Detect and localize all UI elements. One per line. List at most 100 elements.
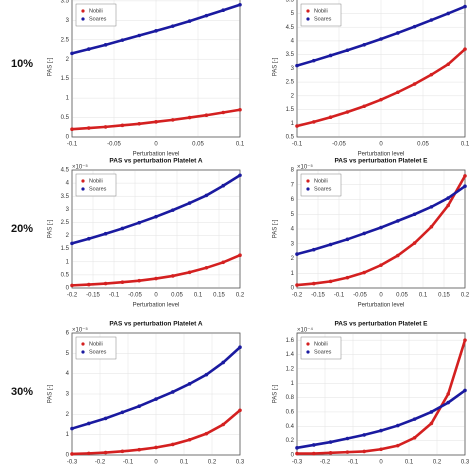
- data-point: [295, 446, 299, 450]
- x-tick-label: 0: [154, 142, 158, 148]
- data-point: [362, 104, 367, 109]
- data-point: [345, 275, 350, 280]
- y-tick-label: 1: [291, 121, 295, 127]
- plot-frame: [71, 0, 241, 138]
- data-point: [187, 382, 192, 386]
- axis-exponent: ×10⁻⁵: [72, 327, 88, 334]
- legend-marker: [306, 9, 310, 13]
- y-tick-label: 2: [66, 233, 70, 239]
- data-point: [328, 451, 333, 455]
- data-point: [429, 18, 434, 22]
- axis-exponent: ×10⁻⁴: [297, 327, 313, 334]
- data-point: [446, 392, 451, 396]
- legend-marker: [81, 179, 85, 183]
- x-tick-label: 0.2: [208, 460, 217, 466]
- data-point: [379, 37, 383, 41]
- data-point: [362, 231, 367, 236]
- data-point: [120, 123, 125, 128]
- data-point: [187, 437, 192, 442]
- chart-title: PAS vs perturbation Platelet A: [109, 158, 202, 165]
- y-tick-label: 3: [66, 18, 70, 24]
- legend-label: Soares: [314, 186, 332, 192]
- data-point: [463, 4, 467, 9]
- data-point: [463, 174, 467, 178]
- legend-box: [300, 173, 342, 197]
- data-point: [137, 447, 141, 452]
- y-tick-label: 2.5: [61, 220, 70, 226]
- data-point: [412, 417, 417, 421]
- x-tick-label: -0.2: [320, 460, 331, 466]
- axis-exponent: ×10⁻⁵: [297, 164, 313, 171]
- data-point: [345, 436, 350, 441]
- y-tick-label: 0.6: [286, 410, 295, 416]
- data-point: [295, 124, 299, 128]
- x-tick-label: 0.1: [419, 293, 428, 299]
- x-tick-label: -0.15: [311, 293, 325, 299]
- data-point: [328, 279, 333, 284]
- x-tick-label: 0: [154, 293, 158, 299]
- x-tick-label: 0.05: [396, 293, 408, 299]
- legend-marker: [81, 17, 85, 21]
- data-point: [171, 118, 175, 122]
- data-point: [345, 237, 350, 242]
- chart-title: PAS vs perturbation Platelet A: [109, 321, 202, 328]
- data-point: [103, 450, 108, 455]
- y-tick-label: 0.4: [286, 424, 295, 430]
- x-tick-label: 0.3: [236, 460, 245, 466]
- y-tick-label: 6: [66, 331, 70, 337]
- data-point: [154, 276, 158, 281]
- data-point: [120, 410, 125, 415]
- x-tick-label: 0.05: [192, 142, 204, 148]
- data-point: [154, 29, 158, 33]
- data-point: [204, 113, 209, 118]
- y-tick-label: 4: [66, 371, 70, 377]
- y-tick-label: 2.5: [286, 80, 295, 86]
- y-tick-label: 7: [291, 182, 295, 188]
- y-tick-label: 2: [66, 412, 70, 418]
- legend-box: [300, 336, 342, 360]
- legend-box: [75, 173, 117, 197]
- data-point: [204, 13, 209, 18]
- x-tick-label: -0.1: [334, 293, 345, 299]
- y-tick-label: 0: [291, 453, 295, 459]
- data-point: [295, 451, 299, 456]
- x-tick-label: 0: [154, 460, 158, 466]
- data-point: [379, 225, 383, 230]
- data-point: [396, 90, 400, 95]
- data-point: [70, 452, 74, 456]
- data-point: [154, 120, 158, 124]
- y-tick-label: 4: [66, 181, 70, 187]
- x-tick-label: 0.1: [461, 142, 470, 148]
- x-axis-label: Perturbation level: [358, 303, 405, 309]
- data-point: [171, 208, 175, 212]
- y-tick-label: 5: [291, 11, 295, 17]
- legend-marker: [81, 350, 85, 354]
- data-point: [463, 184, 467, 189]
- y-tick-label: 4.5: [61, 168, 70, 174]
- x-tick-label: -0.1: [109, 293, 120, 299]
- y-tick-label: 0: [66, 135, 70, 141]
- data-point: [87, 451, 91, 456]
- x-tick-label: 0.05: [171, 293, 183, 299]
- data-point: [312, 451, 316, 456]
- data-point: [379, 263, 383, 267]
- y-tick-label: 8: [291, 168, 295, 174]
- y-tick-label: 4.5: [286, 25, 295, 31]
- row-label: 30%: [11, 386, 33, 398]
- data-point: [379, 97, 383, 102]
- data-point: [137, 121, 141, 126]
- data-point: [154, 214, 158, 219]
- y-tick-label: 3: [66, 392, 70, 398]
- x-tick-label: -0.05: [332, 142, 346, 148]
- row-label: 10%: [11, 58, 33, 70]
- data-point: [171, 390, 175, 394]
- data-point: [412, 82, 417, 86]
- legend-label: Nobili: [89, 178, 103, 184]
- data-point: [120, 280, 125, 285]
- data-point: [187, 19, 192, 23]
- y-tick-label: 3.5: [61, 0, 70, 4]
- y-tick-label: 3: [291, 66, 295, 72]
- data-point: [328, 115, 333, 120]
- data-point: [412, 241, 417, 245]
